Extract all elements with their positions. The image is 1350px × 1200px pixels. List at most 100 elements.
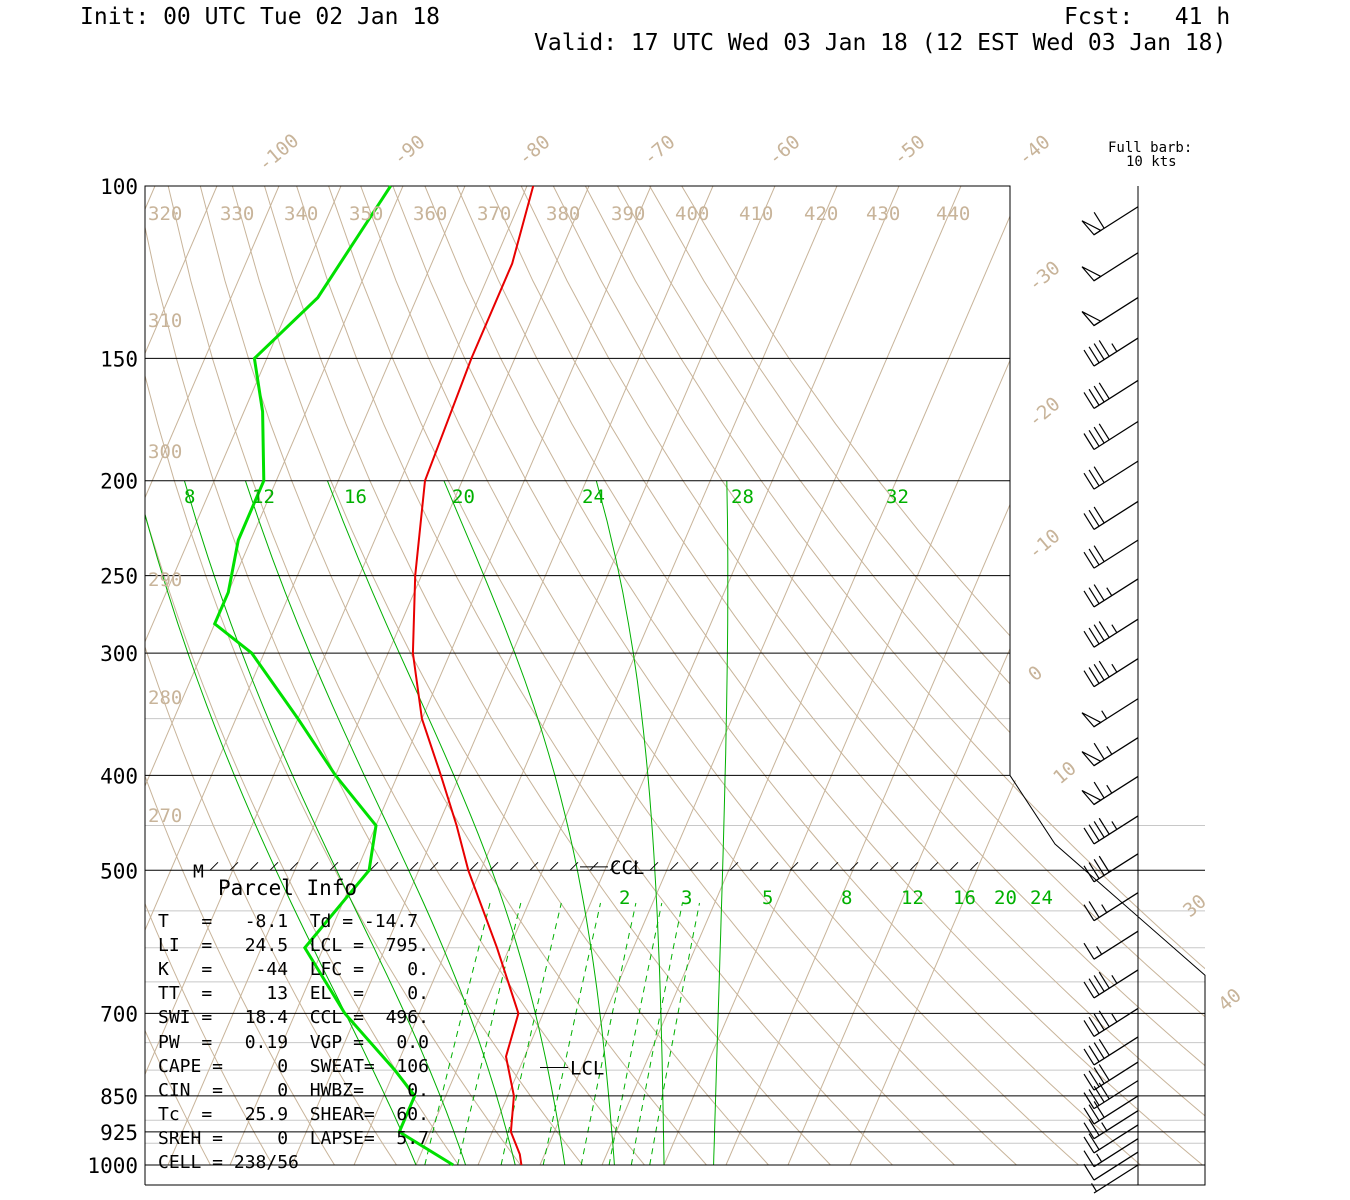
mixing-ratio-label: 28	[731, 486, 754, 508]
theta-label: 300	[148, 441, 182, 463]
freezing-hatch	[389, 861, 399, 871]
dry-adiabat	[649, 186, 1205, 1166]
lcl-label: LCL	[570, 1057, 604, 1079]
barb-legend-units: 10 kts	[1126, 154, 1177, 170]
mixing-ratio-label: 16	[344, 486, 367, 508]
mixing-ratio-label: 24	[1030, 887, 1053, 909]
freezing-hatch	[529, 861, 539, 871]
parcel-info-row: SREH = 0 LAPSE= 5.7	[158, 1127, 429, 1149]
isotherm-line	[0, 186, 93, 1165]
isotherm-label: -30	[1024, 257, 1064, 296]
wind-barb	[1081, 206, 1139, 236]
freezing-hatch	[689, 861, 699, 871]
wind-barb	[1081, 775, 1139, 806]
freezing-hatch	[449, 861, 459, 871]
pressure-tick-label: 925	[100, 1121, 138, 1145]
parcel-info-row: CAPE = 0 SWEAT= 106	[158, 1055, 429, 1077]
moist-adiabat	[595, 480, 665, 1166]
freezing-hatch	[629, 861, 639, 871]
freezing-hatch	[349, 861, 359, 871]
freezing-hatch	[769, 861, 779, 871]
dry-adiabat	[552, 186, 1205, 1166]
parcel-info-row: SWI = 18.4 CCL = 496.	[158, 1007, 429, 1029]
freezing-hatch	[489, 861, 499, 871]
dry-adiabat	[392, 186, 1079, 1166]
pressure-tick-label: 100	[100, 175, 138, 199]
moist-adiabat	[183, 480, 467, 1166]
pressure-tick-label: 700	[100, 1002, 138, 1026]
dry-adiabat	[681, 186, 1205, 1166]
isotherm-line	[353, 186, 776, 1166]
isotherm-label: 30	[1179, 890, 1211, 922]
wind-barb	[1083, 969, 1139, 999]
parcel-info-row: LI = 24.5 LCL = 795.	[158, 935, 429, 957]
barb-legend-label: Full barb:	[1108, 140, 1192, 156]
wind-barb	[1083, 1124, 1139, 1154]
mixing-ratio-label: 16	[953, 887, 976, 909]
isotherm-line	[145, 186, 218, 1166]
pressure-tick-label: 250	[100, 565, 138, 589]
freezing-hatch	[969, 861, 979, 871]
freezing-hatch	[469, 861, 479, 871]
isotherm-label: -10	[1024, 525, 1064, 564]
isotherm-line	[0, 186, 31, 1165]
isotherm-line	[601, 186, 1024, 1166]
isotherm-label: 0	[1024, 662, 1047, 686]
wind-barb	[1083, 930, 1139, 960]
isotherm-line	[725, 186, 1148, 1166]
freezing-hatch	[609, 861, 619, 871]
parcel-info-row: TT = 13 EL = 0.	[158, 983, 429, 1005]
isotherm-label: -90	[389, 131, 429, 170]
freezing-hatch	[209, 861, 219, 871]
isotherm-label: 10	[1049, 757, 1081, 789]
wind-barb	[1081, 737, 1139, 767]
wind-barb	[1083, 1151, 1139, 1181]
mixing-ratio-label: 5	[762, 887, 773, 909]
pressure-tick-label: 1000	[87, 1154, 138, 1178]
pressure-tick-label: 500	[100, 859, 138, 883]
freezing-hatch	[289, 861, 299, 871]
theta-label: 430	[866, 203, 900, 225]
freezing-hatch	[509, 861, 519, 871]
wind-barb	[1083, 379, 1139, 410]
ccl-label: CCL	[610, 857, 644, 879]
theta-label: 360	[413, 203, 447, 225]
mixing-ratio-label: 3	[681, 887, 692, 909]
dry-adiabat	[456, 186, 1203, 1166]
isotherm-line	[145, 186, 404, 1166]
freezing-hatch	[589, 861, 599, 871]
isotherm-label: -40	[1014, 131, 1054, 170]
isotherm-label: -80	[514, 131, 554, 170]
mixing-ratio-label: 12	[252, 486, 275, 508]
freezing-hatch	[549, 861, 559, 871]
freezing-hatch	[249, 861, 259, 871]
theta-label: 400	[675, 203, 709, 225]
freezing-hatch	[949, 861, 959, 871]
parcel-info-row: CELL = 238/56	[158, 1152, 299, 1173]
dry-adiabat	[584, 186, 1205, 1166]
isotherm-label: -20	[1024, 393, 1064, 432]
freezing-hatch	[269, 861, 279, 871]
theta-label: 330	[220, 203, 254, 225]
temperature-profile	[411, 185, 535, 1166]
wind-barb	[1083, 1095, 1139, 1125]
theta-label: 390	[611, 203, 645, 225]
parcel-info-row: K = -44 LFC = 0.	[158, 959, 429, 981]
wind-barb	[1083, 337, 1139, 367]
theta-label: 420	[804, 203, 838, 225]
mixing-ratio-label: 8	[841, 887, 852, 909]
theta-label: 310	[148, 310, 182, 332]
moist-adiabat	[244, 480, 516, 1166]
wind-barb	[1081, 297, 1139, 327]
freezing-hatch	[569, 861, 579, 871]
parcel-info-row: PW = 0.19 VGP = 0.0	[158, 1031, 429, 1053]
moist-adiabat	[713, 480, 729, 1166]
isotherm-line	[477, 186, 900, 1166]
mixing-ratio-line	[649, 902, 700, 1166]
wind-barb	[1081, 252, 1139, 282]
parcel-info-row: T = -8.1 Td = -14.7	[158, 911, 419, 932]
mixing-ratio-line	[630, 902, 683, 1166]
mixing-ratio-label: 24	[582, 486, 605, 508]
freezing-hatch	[889, 861, 899, 871]
